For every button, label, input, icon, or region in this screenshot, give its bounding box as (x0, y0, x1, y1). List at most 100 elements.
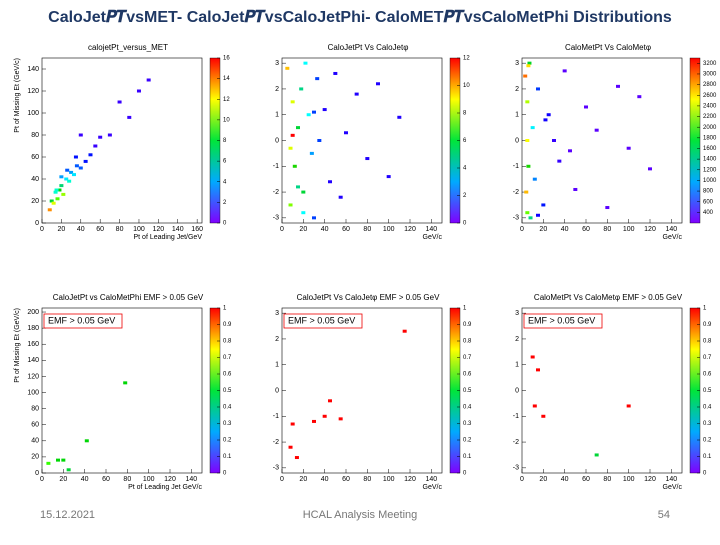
hist-cell (72, 173, 76, 177)
footer-page: 54 (658, 509, 670, 521)
y-tick-label: 180 (27, 325, 39, 332)
color-bar-label: 0.8 (463, 339, 472, 345)
x-tick-label: 140 (172, 226, 184, 233)
hist-cell (552, 139, 556, 142)
hist-cell (402, 329, 407, 333)
note-text: EMF > 0.05 GeV (288, 315, 355, 325)
hist-cell (123, 381, 128, 385)
panel-background (252, 40, 484, 245)
x-tick-label: 100 (383, 476, 395, 483)
color-bar-label: 0.6 (463, 372, 472, 378)
y-tick-label: 2 (275, 336, 279, 343)
color-bar-label: 2200 (703, 114, 717, 120)
x-axis-label: Pt of Leading Jet GeV/c (128, 484, 202, 491)
x-tick-label: 140 (185, 476, 197, 483)
y-tick-label: 20 (31, 454, 39, 461)
hist-cell (338, 195, 343, 199)
hist-cell (594, 453, 599, 457)
hist-cell (523, 74, 528, 78)
hist-cell (285, 66, 290, 70)
x-tick-label: 120 (644, 476, 656, 483)
color-bar-label: 0.3 (463, 421, 472, 427)
y-tick-label: 1 (515, 112, 519, 119)
y-tick-label: 0 (515, 387, 519, 394)
hist-cell (69, 170, 74, 174)
panel-title: CaloJetPt Vs CaloJetφ (328, 43, 409, 52)
color-bar-label: 0 (223, 471, 227, 477)
hist-cell (525, 139, 530, 142)
y-tick-label: -3 (513, 465, 519, 472)
color-bar-label: 0.2 (223, 438, 232, 444)
color-bar-label: 3000 (703, 72, 717, 78)
color-bar-label: 0.5 (703, 388, 712, 394)
color-bar-label: 2000 (703, 125, 717, 131)
panel-title: calojetPt_versus_MET (88, 43, 168, 52)
color-bar-label: 0.9 (463, 322, 472, 328)
panel-title: CaloJetPt Vs CaloJetφ EMF > 0.05 GeV (297, 293, 440, 302)
hist-cell (626, 404, 631, 408)
x-tick-label: 100 (623, 476, 635, 483)
hist-cell (541, 414, 546, 418)
y-axis-label: Pt of Missing Et (GeV/c) (14, 308, 21, 383)
y-tick-label: 60 (31, 422, 39, 429)
x-tick-label: 100 (383, 226, 395, 233)
hist-cell (51, 201, 56, 205)
y-tick-label: -3 (273, 465, 279, 472)
x-tick-label: 160 (191, 226, 203, 233)
color-bar-label: 800 (703, 189, 714, 195)
color-bar-label: 0 (223, 221, 227, 227)
hist-cell (292, 164, 297, 168)
hist-cell (136, 89, 141, 93)
hist-cell (290, 100, 295, 104)
color-bar-label: 0 (463, 471, 467, 477)
color-bar-label: 0.2 (703, 438, 712, 444)
color-bar-label: 1000 (703, 178, 717, 184)
hist-cell (93, 144, 98, 148)
hist-cell (322, 108, 327, 112)
color-bar-label: 8 (463, 111, 467, 117)
hist-cell (83, 159, 88, 163)
color-bar-label: 2 (223, 200, 227, 206)
x-axis-label: GeV/c (423, 234, 443, 241)
y-tick-label: 3 (275, 310, 279, 317)
color-bar-label: 0.3 (223, 421, 232, 427)
hist-cell (74, 164, 79, 168)
color-bar-label: 6 (463, 138, 467, 144)
y-tick-label: 3 (515, 60, 519, 67)
color-bar-label: 600 (703, 199, 714, 205)
y-tick-label: 160 (27, 341, 39, 348)
x-tick-label: 60 (342, 226, 350, 233)
x-tick-label: 40 (561, 226, 569, 233)
color-bar (689, 57, 701, 224)
x-tick-label: 40 (77, 226, 85, 233)
color-bar-label: 16 (223, 56, 230, 62)
color-bar-label: 0.7 (463, 355, 472, 361)
hist-cell (303, 61, 308, 65)
x-tick-label: 0 (520, 226, 524, 233)
hist-cell (648, 167, 652, 171)
hist-cell (117, 100, 122, 104)
hist-cell (317, 139, 322, 142)
y-tick-label: 40 (31, 176, 39, 183)
color-bar-label: 2600 (703, 93, 717, 99)
color-bar-label: 6 (223, 159, 227, 165)
x-tick-label: 40 (81, 476, 89, 483)
hist-cell (46, 461, 51, 465)
x-tick-label: 100 (143, 476, 155, 483)
y-tick-label: 200 (27, 309, 39, 316)
y-tick-label: -1 (273, 163, 279, 170)
hist-cell (88, 153, 93, 157)
hist-cell (584, 105, 588, 109)
hist-cell (65, 168, 70, 172)
y-tick-label: -3 (273, 215, 279, 222)
x-tick-label: 80 (603, 226, 611, 233)
hist-cell (333, 71, 338, 75)
color-bar-label: 3200 (703, 61, 717, 67)
x-axis-label: GeV/c (423, 484, 443, 491)
hist-cell (365, 157, 370, 161)
hist-cell (61, 458, 66, 462)
hist-cell (57, 188, 62, 192)
y-tick-label: 120 (27, 88, 39, 95)
x-tick-label: 140 (665, 476, 677, 483)
color-bar-label: 0.9 (703, 322, 712, 328)
